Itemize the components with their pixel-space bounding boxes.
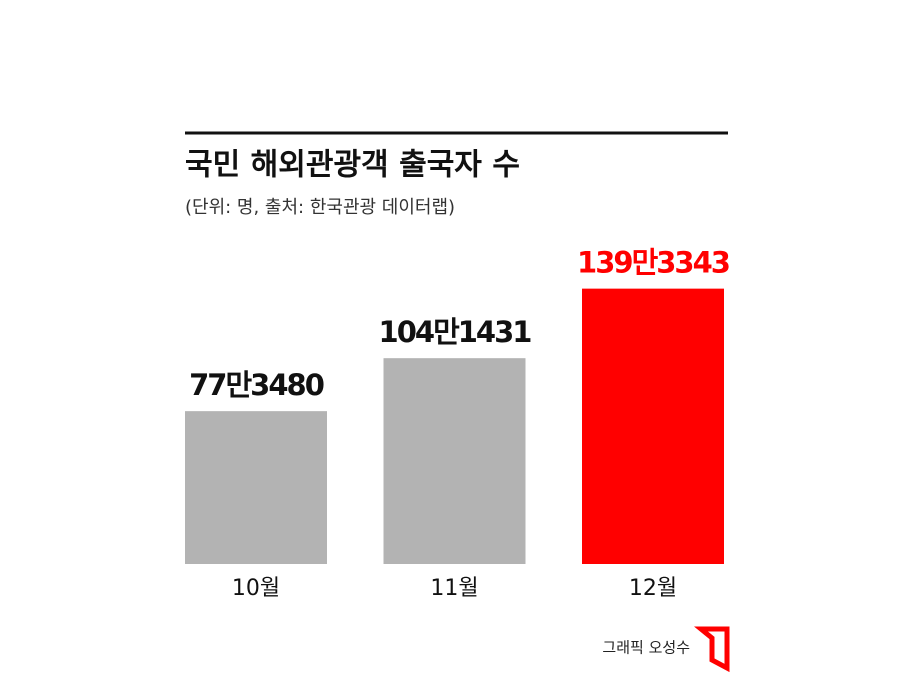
value-label: 77만3480 <box>189 368 324 402</box>
bar <box>185 411 327 564</box>
bar <box>582 288 724 564</box>
chart-subtitle: (단위: 명, 출처: 한국관광 데이터랩) <box>185 197 455 218</box>
x-tick-label: 10월 <box>232 576 280 601</box>
logo <box>693 626 730 673</box>
x-tick-label: 11월 <box>430 576 478 601</box>
bar <box>383 358 526 564</box>
credit: 그래픽 오성수 <box>602 639 690 657</box>
chart-title: 국민 해외관광객 출국자 수 <box>185 148 520 183</box>
x-tick-label: 12월 <box>629 576 677 601</box>
value-label: 139만3343 <box>577 246 729 280</box>
value-label: 104만1431 <box>379 315 532 349</box>
